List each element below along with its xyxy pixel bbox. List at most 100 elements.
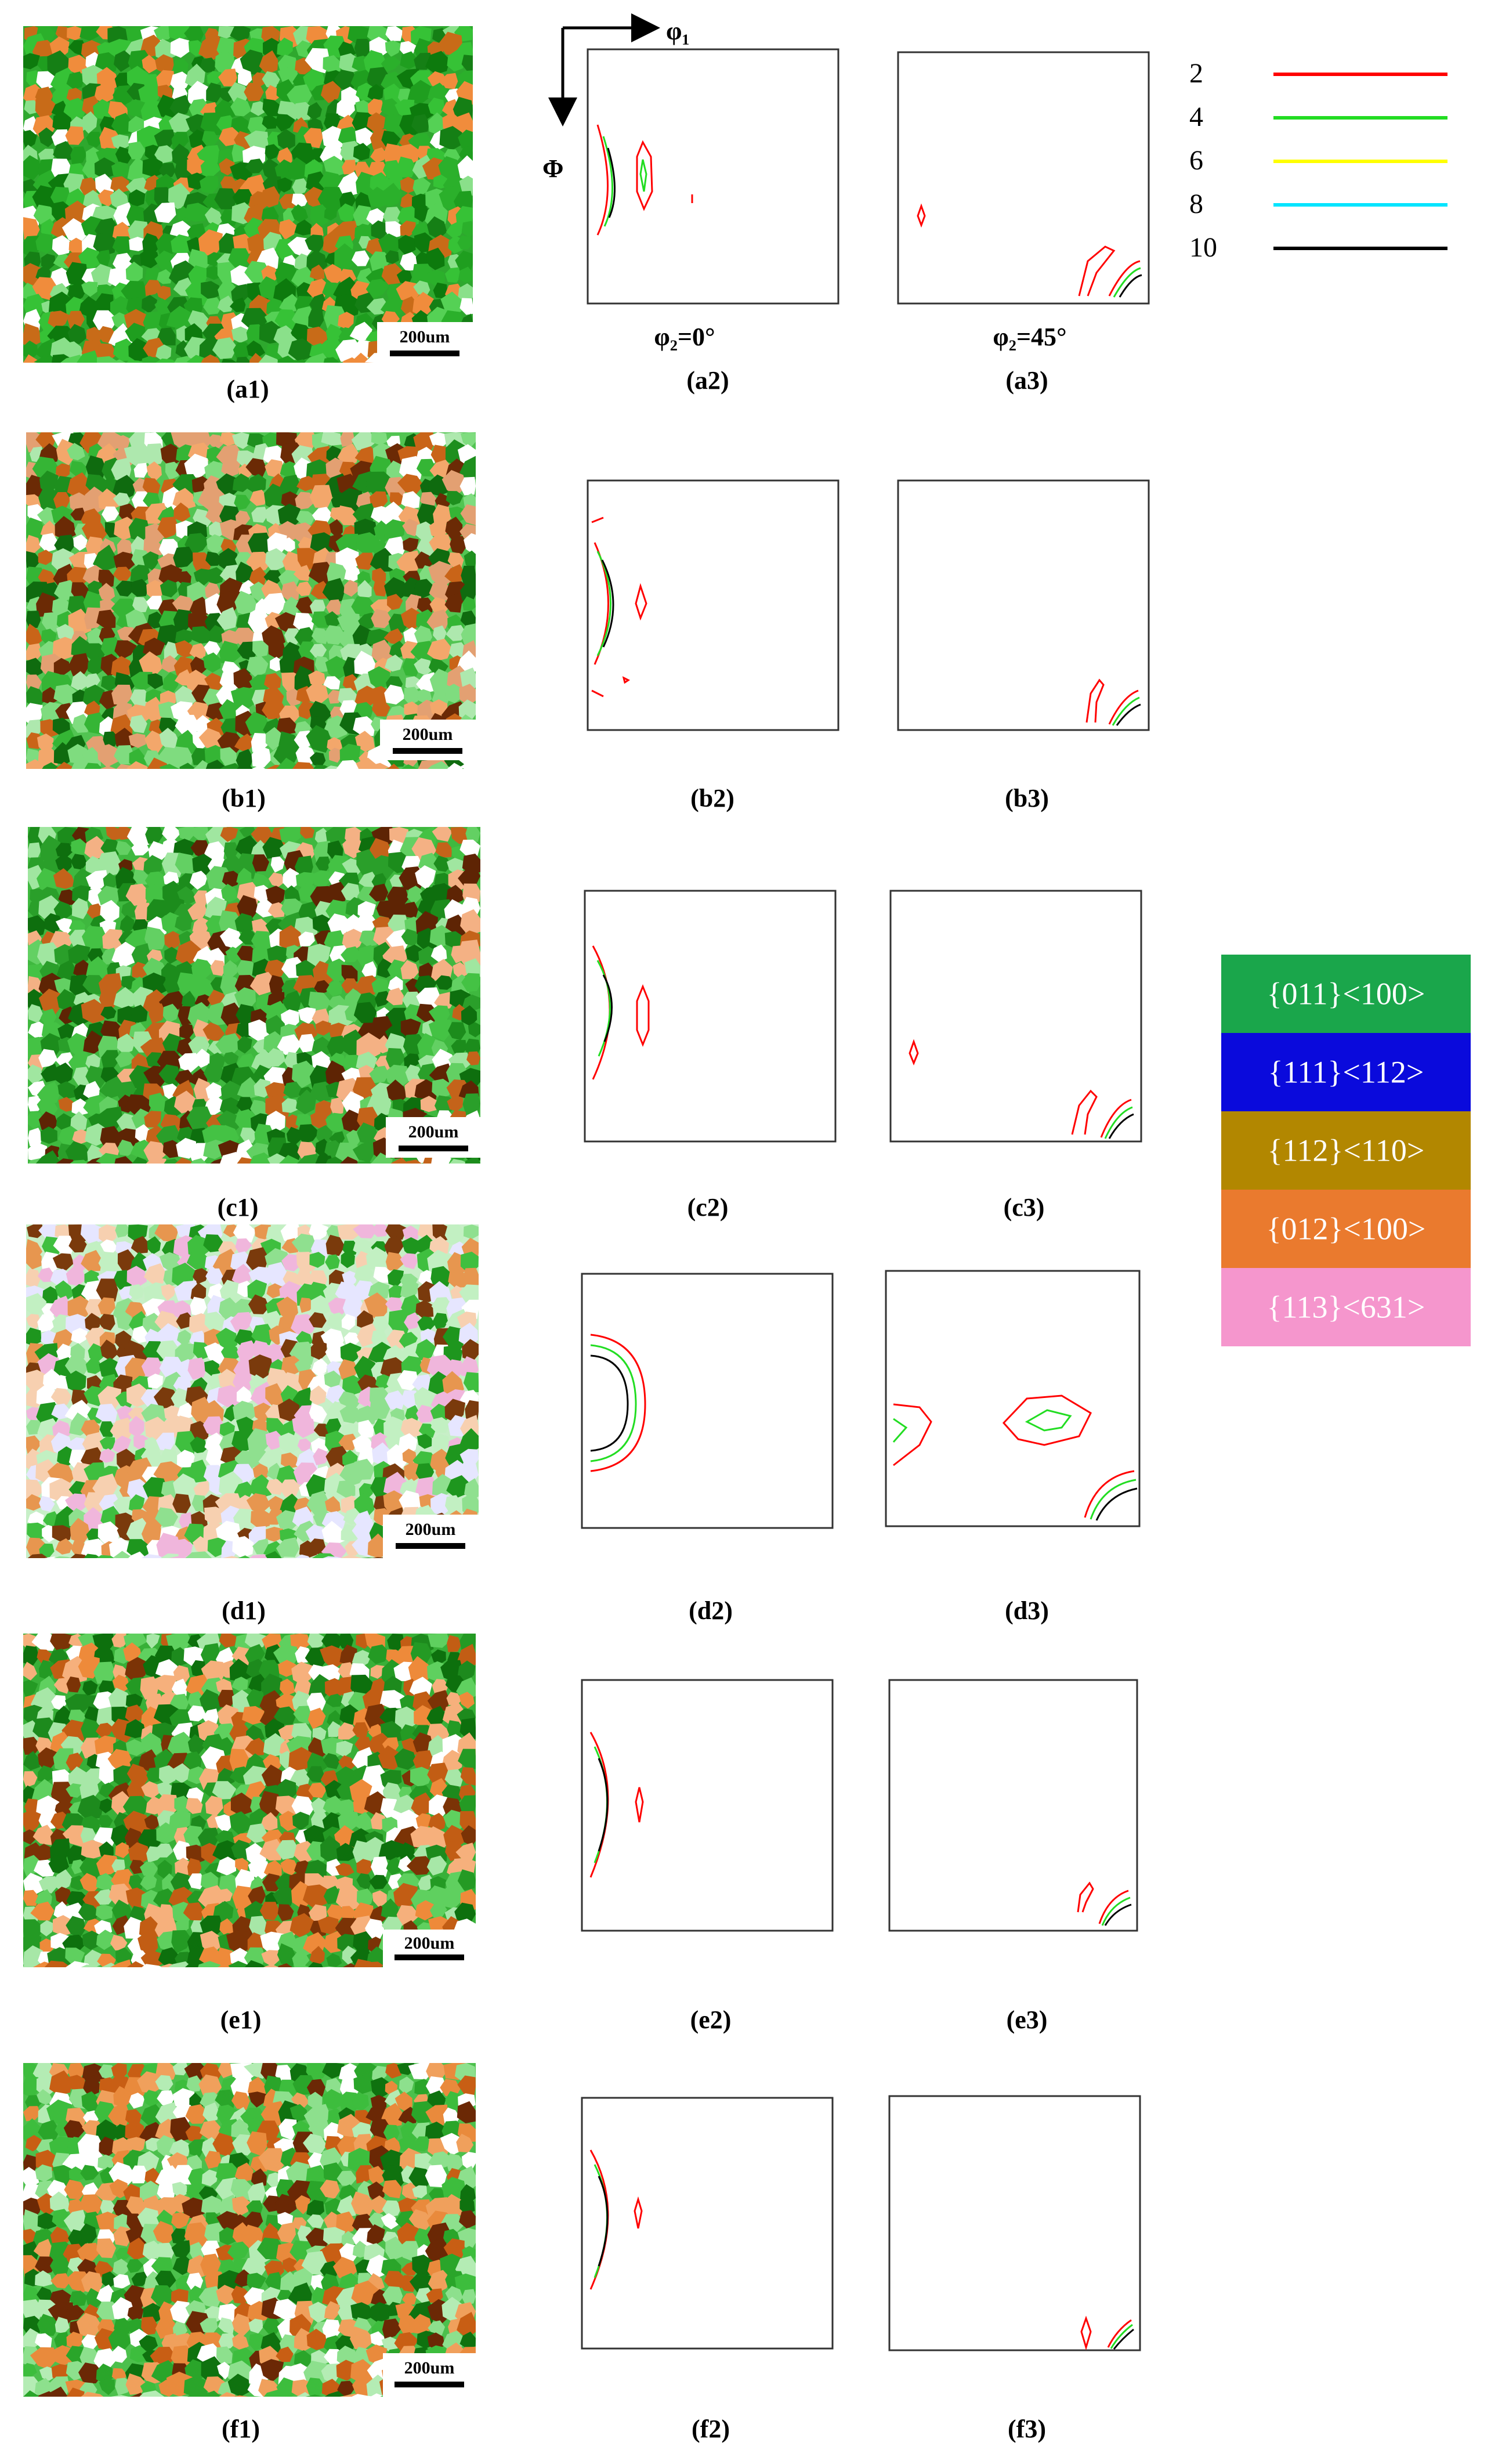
Phi-axis-label: Φ xyxy=(542,154,563,183)
grain xyxy=(187,223,206,240)
grain xyxy=(335,1885,362,1913)
grain xyxy=(433,1313,448,1329)
grain xyxy=(357,1161,374,1164)
grain xyxy=(462,994,480,1012)
panel-label-b3: (b3) xyxy=(1005,784,1049,812)
grain xyxy=(287,359,311,363)
grain xyxy=(223,960,237,978)
grain xyxy=(66,262,88,287)
grain xyxy=(155,1659,178,1678)
grain xyxy=(440,2133,463,2155)
odf-frame-a3 xyxy=(897,51,1150,305)
grain xyxy=(154,1843,173,1858)
grain xyxy=(325,827,349,846)
grain xyxy=(381,1898,400,1920)
grain xyxy=(218,1888,233,1903)
grain xyxy=(276,2346,294,2362)
grain xyxy=(342,1375,363,1396)
grain xyxy=(139,2390,165,2397)
grain xyxy=(108,2162,137,2187)
grain xyxy=(448,1269,468,1288)
grain xyxy=(73,868,92,891)
grain xyxy=(292,1414,315,1438)
grain xyxy=(39,1938,54,1955)
grain xyxy=(81,1718,102,1741)
grain xyxy=(114,1156,133,1164)
grain xyxy=(446,2153,465,2171)
grain xyxy=(251,745,272,768)
grain xyxy=(281,1356,302,1376)
grain xyxy=(324,611,340,629)
grain xyxy=(53,868,76,889)
grain xyxy=(30,1901,55,1921)
grain xyxy=(414,625,433,646)
grain xyxy=(400,1724,420,1743)
grain xyxy=(340,1554,364,1558)
grain xyxy=(81,1250,102,1271)
texture-key-label: {011}<100> xyxy=(1267,977,1425,1011)
grain xyxy=(341,946,362,963)
grain xyxy=(281,1009,299,1029)
grain xyxy=(204,207,224,227)
grain xyxy=(306,1692,326,1713)
grain xyxy=(306,2328,328,2350)
grain xyxy=(306,250,328,274)
grain xyxy=(294,253,310,272)
grain xyxy=(26,719,42,738)
grain xyxy=(162,1003,179,1023)
grain xyxy=(221,359,237,363)
grain xyxy=(457,2228,476,2252)
grain xyxy=(444,564,465,583)
grain xyxy=(365,279,389,299)
grain xyxy=(246,2396,265,2397)
grain xyxy=(185,2104,209,2124)
grain xyxy=(157,516,179,539)
grain xyxy=(440,73,458,89)
grain xyxy=(325,899,352,923)
grain xyxy=(372,1442,392,1466)
grain xyxy=(212,1781,237,1800)
grain xyxy=(302,1884,331,1909)
grain xyxy=(454,1902,476,1925)
grain xyxy=(70,507,85,521)
grain xyxy=(172,58,189,77)
grain xyxy=(237,895,259,919)
grain xyxy=(154,250,179,275)
grain xyxy=(128,1407,146,1421)
grain xyxy=(361,961,377,980)
grain xyxy=(71,838,88,855)
grain xyxy=(426,2076,447,2096)
contour-level-label: 6 xyxy=(1189,145,1203,176)
grain xyxy=(265,1551,283,1558)
grain xyxy=(191,827,209,842)
grain xyxy=(441,469,467,495)
grain xyxy=(115,1224,131,1238)
grain xyxy=(67,443,85,461)
grain xyxy=(110,1959,132,1967)
grain xyxy=(220,827,238,842)
grain xyxy=(246,474,266,494)
grain xyxy=(267,1153,287,1164)
grain xyxy=(433,855,451,872)
grain xyxy=(230,2179,253,2201)
odf-c3 xyxy=(889,890,1142,1143)
grain xyxy=(140,1873,157,1891)
grain xyxy=(411,2314,432,2335)
grain xyxy=(340,644,361,663)
grain xyxy=(23,2390,39,2397)
grain xyxy=(240,49,265,75)
grain xyxy=(459,583,476,602)
grain xyxy=(458,1748,476,1769)
grain xyxy=(336,505,358,526)
grain xyxy=(38,1876,58,1894)
grain xyxy=(431,1297,452,1314)
grain xyxy=(97,2154,114,2170)
grain xyxy=(339,743,361,765)
grain xyxy=(459,2194,475,2214)
grain xyxy=(417,1316,435,1331)
grain xyxy=(415,1339,436,1361)
grain xyxy=(277,2289,294,2303)
grain xyxy=(327,1035,348,1057)
grain xyxy=(178,1053,200,1073)
grain xyxy=(248,1019,270,1042)
